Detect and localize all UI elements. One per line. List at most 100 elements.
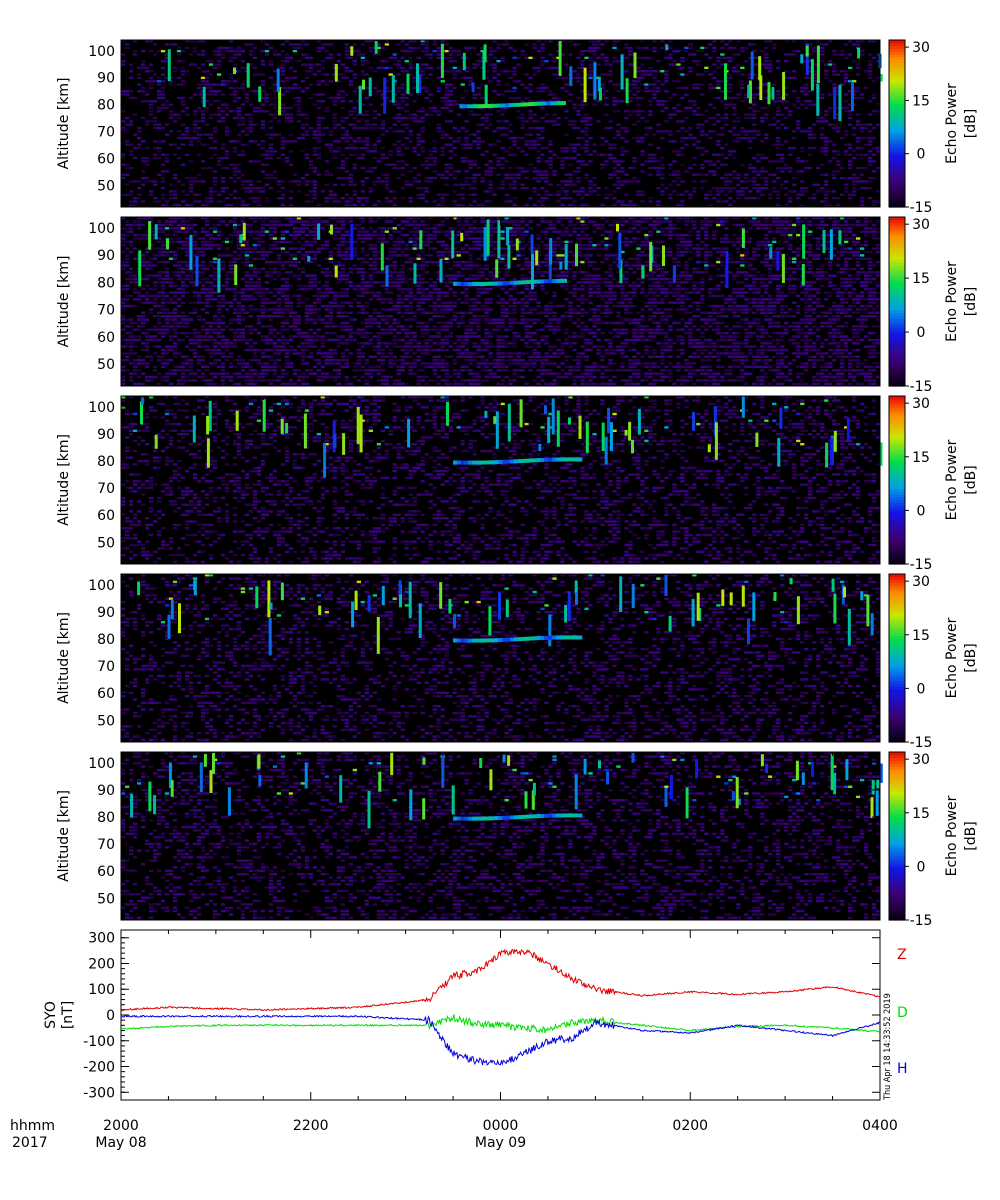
noise-cell <box>488 237 493 240</box>
noise-cell <box>640 190 645 193</box>
noise-cell <box>400 96 405 100</box>
colorbar-segment <box>889 81 905 86</box>
noise-cell <box>420 233 425 237</box>
noise-cell <box>552 56 557 59</box>
noise-cell <box>792 40 797 43</box>
noise-cell <box>868 156 873 160</box>
noise-cell <box>468 187 473 190</box>
noise-cell <box>133 200 138 203</box>
noise-cell <box>456 170 461 173</box>
noise-cell <box>876 247 881 250</box>
noise-cell <box>380 93 385 96</box>
noise-cell <box>196 86 202 90</box>
noise-cell <box>724 183 729 186</box>
noise-cell <box>800 103 805 106</box>
noise-cell <box>348 203 353 206</box>
noise-cell <box>240 120 246 123</box>
noise-cell <box>268 76 274 79</box>
noise-cell <box>732 46 737 49</box>
noise-cell <box>133 96 138 100</box>
noise-cell <box>552 223 557 227</box>
noise-cell <box>716 143 721 146</box>
noise-cell <box>172 193 178 196</box>
noise-cell <box>464 156 469 160</box>
colorbar-segment <box>889 134 905 138</box>
noise-cell <box>408 63 413 66</box>
noise-cell <box>476 123 481 126</box>
noise-cell <box>584 247 589 250</box>
noise-cell <box>864 217 869 220</box>
noise-cell <box>824 193 829 196</box>
echo-cell <box>512 102 517 107</box>
noise-cell <box>672 50 677 53</box>
noise-cell <box>856 153 861 156</box>
noise-cell <box>472 227 477 230</box>
noise-cell <box>396 230 401 233</box>
noise-cell <box>532 100 537 103</box>
noise-cell <box>192 130 198 133</box>
noise-cell <box>824 120 829 123</box>
noise-cell <box>768 227 773 230</box>
noise-cell <box>756 173 761 176</box>
noise-cell <box>580 160 585 163</box>
noise-cell <box>812 50 817 53</box>
noise-cell <box>676 130 681 133</box>
noise-cell <box>272 113 278 116</box>
noise-cell <box>372 156 377 160</box>
noise-cell <box>248 197 254 200</box>
noise-cell <box>504 90 509 93</box>
noise-cell <box>184 130 190 133</box>
noise-cell <box>236 230 242 233</box>
noise-cell <box>376 53 381 56</box>
noise-cell <box>848 123 853 126</box>
noise-cell <box>580 136 585 140</box>
noise-cell <box>692 247 697 250</box>
noise-cell <box>492 66 497 69</box>
noise-cell <box>408 260 413 264</box>
noise-cell <box>832 73 837 76</box>
noise-cell <box>832 143 837 146</box>
noise-cell <box>284 260 290 264</box>
noise-cell <box>172 70 178 73</box>
noise-cell <box>760 116 765 120</box>
noise-cell <box>288 66 294 69</box>
noise-cell <box>576 254 581 257</box>
noise-cell <box>244 126 250 130</box>
noise-cell <box>720 63 725 66</box>
noise-cell <box>536 150 541 153</box>
noise-cell <box>336 93 341 96</box>
noise-cell <box>804 264 809 267</box>
noise-cell <box>364 126 369 130</box>
noise-cell <box>500 230 505 233</box>
noise-cell <box>256 106 262 110</box>
noise-cell <box>416 110 421 113</box>
noise-cell <box>532 170 537 173</box>
noise-cell <box>720 260 725 264</box>
noise-cell <box>776 160 781 163</box>
noise-cell <box>832 197 837 200</box>
noise-cell <box>620 160 625 163</box>
noise-cell <box>792 76 797 79</box>
noise-cell <box>804 86 809 90</box>
noise-cell <box>392 190 397 193</box>
noise-cell <box>412 230 417 233</box>
noise-cell <box>160 153 166 156</box>
noise-cell <box>340 100 345 103</box>
noise-cell <box>656 80 661 83</box>
noise-cell <box>760 156 765 160</box>
noise-cell <box>392 53 397 56</box>
noise-cell <box>480 217 485 220</box>
noise-cell <box>448 237 453 240</box>
noise-cell <box>788 53 793 56</box>
noise-cell <box>844 237 849 240</box>
noise-cell <box>568 123 573 126</box>
noise-cell <box>640 96 645 100</box>
noise-cell <box>824 230 829 233</box>
noise-cell <box>180 183 186 186</box>
noise-cell <box>488 180 493 183</box>
noise-cell <box>121 110 126 113</box>
noise-cell <box>160 96 166 100</box>
noise-cell <box>516 257 521 260</box>
noise-cell <box>184 193 190 196</box>
noise-cell <box>632 217 637 220</box>
